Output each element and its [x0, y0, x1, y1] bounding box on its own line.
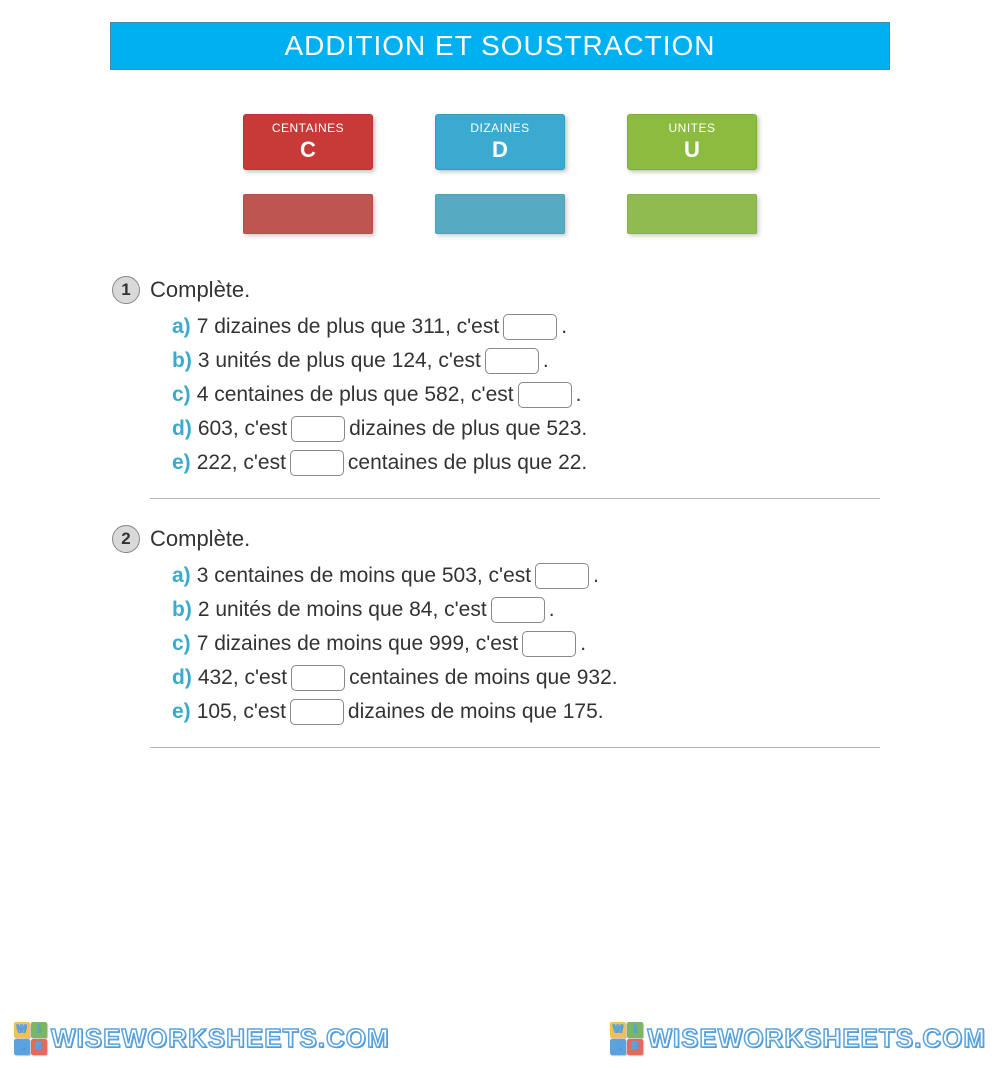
exercise-header: 1 Complète.	[150, 276, 880, 304]
legend-label: DIZAINES	[470, 121, 529, 135]
answer-blank[interactable]	[522, 631, 576, 657]
line-letter: d)	[172, 666, 192, 690]
answer-blank[interactable]	[290, 450, 344, 476]
line-letter: c)	[172, 632, 191, 656]
swatch-dizaines[interactable]	[435, 194, 565, 234]
line-text-after: centaines de plus que 22.	[348, 451, 587, 475]
line-text-before: 4 centaines de plus que 582, c'est	[197, 383, 514, 407]
exercise-line: c) 7 dizaines de moins que 999, c'est .	[172, 631, 880, 657]
legend-row: CENTAINES C DIZAINES D UNITES U	[0, 114, 1000, 170]
legend-label: CENTAINES	[272, 121, 344, 135]
line-text-after: centaines de moins que 932.	[349, 666, 618, 690]
swatch-row	[0, 194, 1000, 234]
watermark-text: WISEWORKSHEETS.COM	[51, 1023, 390, 1054]
line-letter: d)	[172, 417, 192, 441]
swatch-centaines[interactable]	[243, 194, 373, 234]
line-text-after: .	[576, 383, 582, 407]
exercise-header: 2 Complète.	[150, 525, 880, 553]
divider	[150, 498, 880, 499]
line-text-after: dizaines de moins que 175.	[348, 700, 604, 724]
exercise-prompt: Complète.	[150, 526, 250, 552]
line-letter: e)	[172, 700, 191, 724]
answer-blank[interactable]	[485, 348, 539, 374]
answer-blank[interactable]	[291, 665, 345, 691]
line-text-before: 105, c'est	[197, 700, 286, 724]
line-letter: a)	[172, 315, 191, 339]
legend-letter: D	[492, 137, 508, 163]
exercise-line: a) 3 centaines de moins que 503, c'est .	[172, 563, 880, 589]
line-text-before: 432, c'est	[198, 666, 287, 690]
exercise-line: d) 603, c'est dizaines de plus que 523.	[172, 416, 880, 442]
legend-unites: UNITES U	[627, 114, 757, 170]
swatch-unites[interactable]	[627, 194, 757, 234]
answer-blank[interactable]	[290, 699, 344, 725]
legend-letter: U	[684, 137, 700, 163]
answer-blank[interactable]	[535, 563, 589, 589]
line-text-before: 603, c'est	[198, 417, 287, 441]
watermark-unit: W I S E WISEWORKSHEETS.COM	[14, 1022, 390, 1055]
legend-letter: C	[300, 137, 316, 163]
line-text-after: .	[549, 598, 555, 622]
exercise-number-badge: 1	[112, 276, 140, 304]
line-text-before: 222, c'est	[197, 451, 286, 475]
exercise-line: e) 105, c'est dizaines de moins que 175.	[172, 699, 880, 725]
exercise-line: e) 222, c'est centaines de plus que 22.	[172, 450, 880, 476]
watermark-logo-icon: W I S E	[14, 1022, 47, 1055]
exercise-2: 2 Complète. a) 3 centaines de moins que …	[150, 525, 880, 725]
exercise-line: c) 4 centaines de plus que 582, c'est .	[172, 382, 880, 408]
exercise-prompt: Complète.	[150, 277, 250, 303]
legend-label: UNITES	[668, 121, 715, 135]
divider	[150, 747, 880, 748]
line-text-after: .	[561, 315, 567, 339]
answer-blank[interactable]	[491, 597, 545, 623]
watermark-text: WISEWORKSHEETS.COM	[647, 1023, 986, 1054]
page-title: ADDITION ET SOUSTRACTION	[284, 30, 715, 62]
line-text-after: dizaines de plus que 523.	[349, 417, 587, 441]
watermark-unit: W I S E WISEWORKSHEETS.COM	[610, 1022, 986, 1055]
line-text-after: .	[593, 564, 599, 588]
exercise-line: a) 7 dizaines de plus que 311, c'est .	[172, 314, 880, 340]
line-text-before: 7 dizaines de moins que 999, c'est	[197, 632, 519, 656]
legend-centaines: CENTAINES C	[243, 114, 373, 170]
answer-blank[interactable]	[518, 382, 572, 408]
watermark: W I S E WISEWORKSHEETS.COM W I S E WISEW…	[0, 1017, 1000, 1059]
line-text-after: .	[543, 349, 549, 373]
exercises-container: 1 Complète. a) 7 dizaines de plus que 31…	[150, 276, 880, 748]
line-text-before: 7 dizaines de plus que 311, c'est	[197, 315, 500, 339]
watermark-logo-icon: W I S E	[610, 1022, 643, 1055]
exercise-line: b) 2 unités de moins que 84, c'est .	[172, 597, 880, 623]
line-letter: b)	[172, 349, 192, 373]
exercise-line: d) 432, c'est centaines de moins que 932…	[172, 665, 880, 691]
line-letter: e)	[172, 451, 191, 475]
answer-blank[interactable]	[503, 314, 557, 340]
line-text-before: 2 unités de moins que 84, c'est	[198, 598, 487, 622]
exercise-number-badge: 2	[112, 525, 140, 553]
exercise-line: b) 3 unités de plus que 124, c'est .	[172, 348, 880, 374]
line-letter: b)	[172, 598, 192, 622]
line-letter: a)	[172, 564, 191, 588]
line-text-after: .	[580, 632, 586, 656]
legend-dizaines: DIZAINES D	[435, 114, 565, 170]
line-text-before: 3 centaines de moins que 503, c'est	[197, 564, 531, 588]
page-title-banner: ADDITION ET SOUSTRACTION	[110, 22, 890, 70]
line-text-before: 3 unités de plus que 124, c'est	[198, 349, 481, 373]
answer-blank[interactable]	[291, 416, 345, 442]
exercise-1: 1 Complète. a) 7 dizaines de plus que 31…	[150, 276, 880, 476]
line-letter: c)	[172, 383, 191, 407]
